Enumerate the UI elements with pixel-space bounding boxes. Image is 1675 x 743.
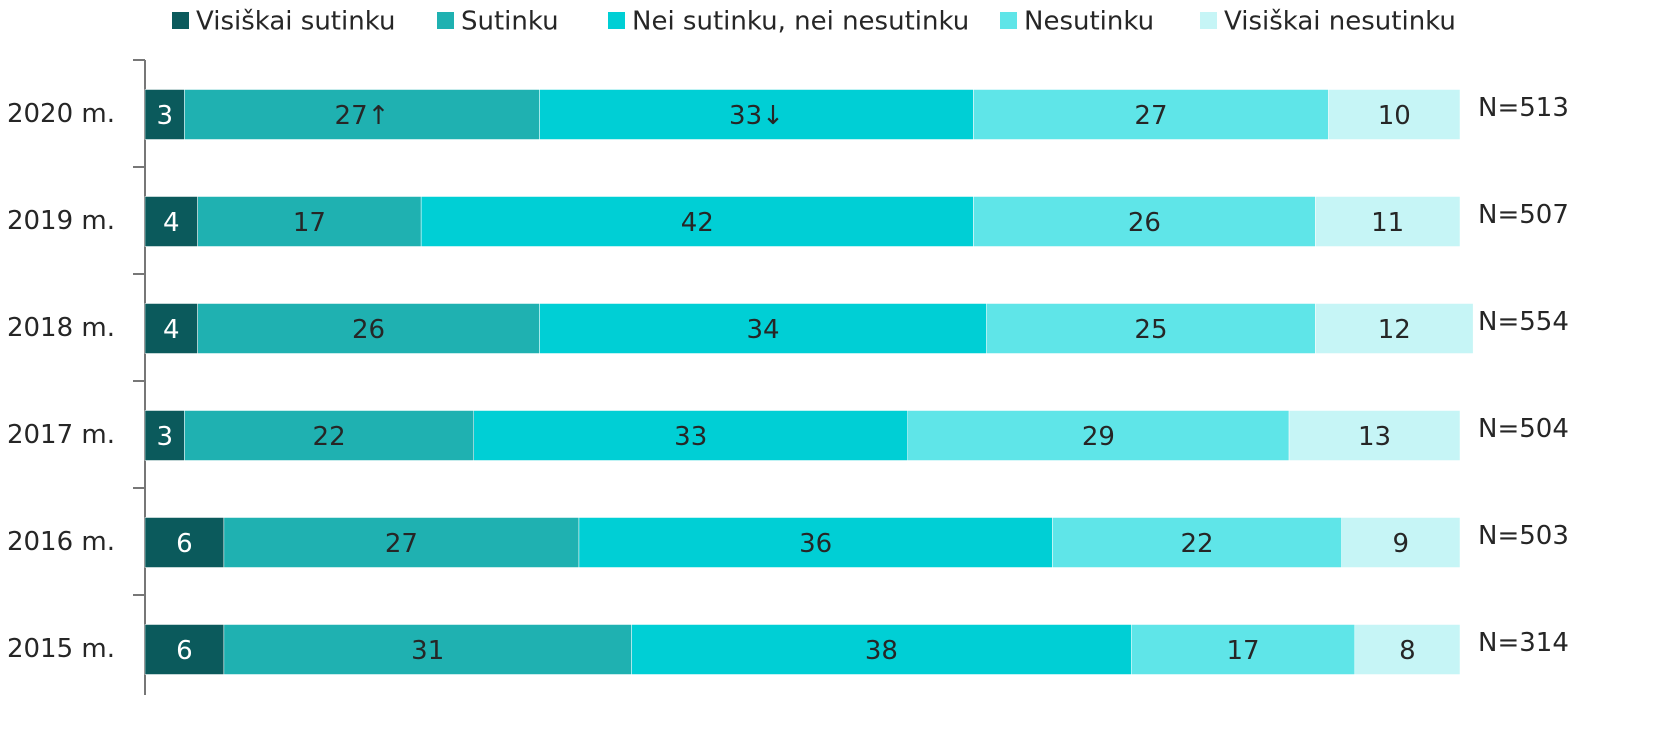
legend-label: Sutinku bbox=[461, 7, 559, 37]
legend-swatch bbox=[608, 12, 625, 29]
bar-segment bbox=[539, 89, 974, 140]
bar-segment bbox=[631, 624, 1132, 675]
data-label: 33↓ bbox=[729, 101, 784, 131]
n-label: N=507 bbox=[1478, 200, 1569, 230]
bar-segment bbox=[1341, 517, 1461, 568]
data-label: 3 bbox=[156, 422, 173, 452]
n-label: N=503 bbox=[1478, 521, 1569, 551]
data-label: 27↑ bbox=[335, 101, 390, 131]
bar-segment bbox=[197, 303, 540, 354]
bar-segment bbox=[539, 303, 987, 354]
bar-segment bbox=[907, 410, 1290, 461]
data-label: 13 bbox=[1358, 422, 1391, 452]
bar-segment bbox=[1288, 410, 1461, 461]
bar-segment bbox=[578, 517, 1053, 568]
n-label: N=513 bbox=[1478, 93, 1569, 123]
bar-segment bbox=[184, 89, 540, 140]
data-label: 26 bbox=[352, 315, 385, 345]
bar-segment bbox=[144, 196, 198, 247]
bar-segment bbox=[973, 89, 1329, 140]
bar-segment bbox=[1315, 303, 1474, 354]
y-tick-label: 2020 m. bbox=[7, 99, 115, 129]
data-label: 11 bbox=[1371, 208, 1404, 238]
data-label: 6 bbox=[176, 529, 193, 559]
y-tick-label: 2015 m. bbox=[7, 634, 115, 664]
legend-swatch bbox=[172, 12, 189, 29]
bar-segment bbox=[1354, 624, 1461, 675]
data-label: 31 bbox=[411, 636, 444, 666]
bar-segment bbox=[197, 196, 422, 247]
y-tick-label: 2019 m. bbox=[7, 206, 115, 236]
bar-segment bbox=[144, 624, 225, 675]
data-label: 29 bbox=[1082, 422, 1115, 452]
data-label: 36 bbox=[799, 529, 832, 559]
bar-segment bbox=[986, 303, 1316, 354]
n-label: N=314 bbox=[1478, 628, 1569, 658]
n-label: N=554 bbox=[1478, 307, 1569, 337]
data-label: 33 bbox=[674, 422, 707, 452]
legend-label: Visiškai nesutinku bbox=[1224, 7, 1456, 37]
bar-segment bbox=[1052, 517, 1342, 568]
legend-swatch bbox=[1000, 12, 1017, 29]
y-tick-label: 2017 m. bbox=[7, 420, 115, 450]
data-label: 12 bbox=[1378, 315, 1411, 345]
data-label: 4 bbox=[163, 315, 180, 345]
bar-segment bbox=[1131, 624, 1356, 675]
bar-segment bbox=[144, 89, 185, 140]
data-label: 17 bbox=[1226, 636, 1259, 666]
data-label: 27 bbox=[1134, 101, 1167, 131]
n-label: N=504 bbox=[1478, 414, 1569, 444]
legend-label: Visiškai sutinku bbox=[196, 7, 395, 37]
data-label: 9 bbox=[1393, 529, 1410, 559]
y-tick-label: 2018 m. bbox=[7, 313, 115, 343]
data-label: 22 bbox=[1180, 529, 1213, 559]
data-label: 8 bbox=[1399, 636, 1416, 666]
data-label: 38 bbox=[865, 636, 898, 666]
bar-segment bbox=[473, 410, 908, 461]
y-tick-label: 2016 m. bbox=[7, 527, 115, 557]
bar-segment bbox=[973, 196, 1316, 247]
data-label: 26 bbox=[1128, 208, 1161, 238]
data-label: 25 bbox=[1134, 315, 1167, 345]
bar-segment bbox=[1315, 196, 1461, 247]
legend-swatch bbox=[437, 12, 454, 29]
data-label: 3 bbox=[156, 101, 173, 131]
data-label: 4 bbox=[163, 208, 180, 238]
data-label: 10 bbox=[1378, 101, 1411, 131]
bar-segment bbox=[144, 410, 185, 461]
data-label: 22 bbox=[313, 422, 346, 452]
data-label: 17 bbox=[293, 208, 326, 238]
bar-segment bbox=[144, 303, 198, 354]
bar-segment bbox=[184, 410, 474, 461]
bar-segment bbox=[1328, 89, 1461, 140]
data-label: 6 bbox=[176, 636, 193, 666]
legend-label: Nei sutinku, nei nesutinku bbox=[632, 7, 969, 37]
bar-segment bbox=[144, 517, 225, 568]
data-label: 42 bbox=[681, 208, 714, 238]
data-label: 27 bbox=[385, 529, 418, 559]
legend-swatch bbox=[1200, 12, 1217, 29]
legend-label: Nesutinku bbox=[1024, 7, 1154, 37]
data-label: 34 bbox=[747, 315, 780, 345]
bar-segment bbox=[420, 196, 974, 247]
